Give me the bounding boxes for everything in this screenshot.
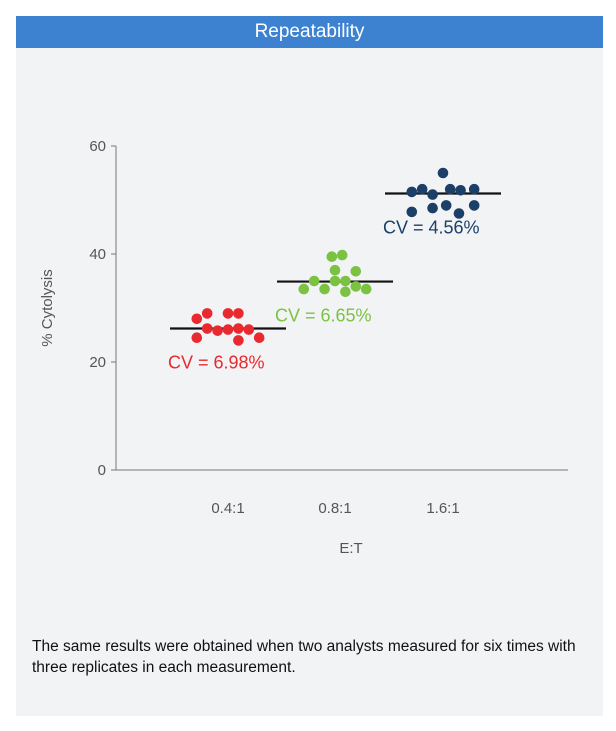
data-point [298,283,310,295]
x-axis-label: E:T [339,540,362,557]
y-tick-label: 0 [98,462,106,479]
data-point [416,183,428,195]
x-tick-label: 0.4:1 [211,500,244,517]
y-axis: 0 20 40 60 % Cytolysis [39,138,117,479]
data-point [444,183,456,195]
x-axis: 0.4:1 0.8:1 1.6:1 E:T [116,469,568,557]
data-point [222,324,234,335]
data-point [440,200,452,211]
data-point [468,200,480,211]
data-point [222,308,234,319]
data-point [406,206,418,218]
cv-label: CV = 6.98% [168,353,265,373]
data-point [427,202,438,214]
card-header: Repeatability [16,16,603,48]
data-point [212,325,223,336]
y-tick-label: 40 [89,246,106,263]
x-tick-label: 1.6:1 [426,500,459,517]
y-tick-label: 60 [89,138,106,155]
data-point [233,308,244,319]
x-tick-label: 0.8:1 [318,500,351,517]
chart-card: Repeatability 0 20 40 60 % Cytolysis 0.4:1 0… [16,16,603,716]
data-point [308,275,320,287]
data-point [329,264,341,276]
data-point [201,308,213,319]
data-point [336,249,348,261]
data-point [360,283,372,295]
series-0.4:1: CV = 6.98% [168,308,286,373]
data-point [201,323,213,334]
data-point [455,184,466,196]
data-point [453,208,465,219]
data-point [233,335,244,346]
data-point [191,332,203,344]
data-point [191,313,203,325]
caption-text: The same results were obtained when two … [32,638,576,676]
series-layer: CV = 6.98% CV = 6.65% CV = 4.56% [168,167,501,373]
card-title: Repeatability [254,21,365,42]
data-point [468,183,480,195]
data-point [350,265,362,277]
data-point [427,189,438,200]
y-axis-label: % Cytolysis [39,269,56,347]
data-point [406,186,418,198]
data-point [326,251,338,262]
data-point [243,324,255,335]
data-point [340,275,351,287]
y-tick-label: 20 [89,354,106,371]
data-point [253,332,265,344]
data-point [350,281,362,292]
data-point [329,275,341,287]
data-point [319,283,330,295]
cv-label: CV = 4.56% [383,218,480,238]
series-1.6:1: CV = 4.56% [383,167,501,238]
data-point [437,167,449,179]
data-point [340,286,351,298]
series-0.8:1: CV = 6.65% [275,249,393,326]
cv-label: CV = 6.65% [275,306,372,326]
data-point [233,323,244,334]
